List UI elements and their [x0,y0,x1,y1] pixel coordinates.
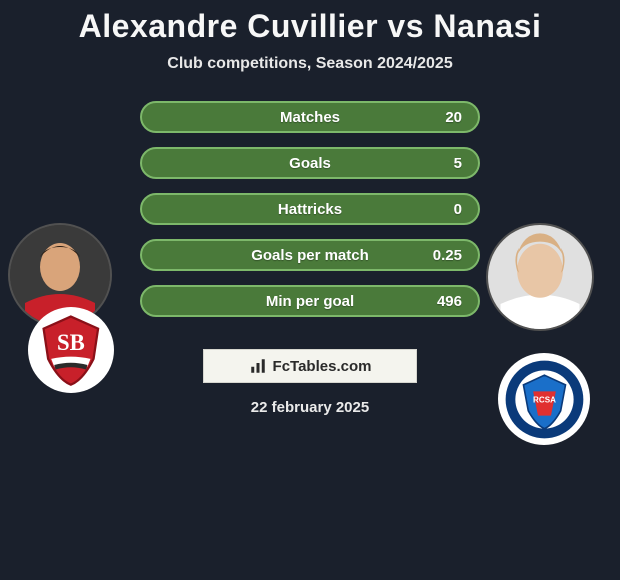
club-left-logo-svg: SB [33,312,109,388]
stat-value: 5 [454,155,462,172]
page-title: Alexandre Cuvillier vs Nanasi [0,8,620,45]
stat-label: Hattricks [278,201,342,218]
stat-value: 20 [445,109,462,126]
stat-value: 496 [437,293,462,310]
stat-row-hattricks: Hattricks 0 [140,193,480,225]
page-subtitle: Club competitions, Season 2024/2025 [0,55,620,73]
stat-row-matches: Matches 20 [140,101,480,133]
stats-infographic: Alexandre Cuvillier vs Nanasi Club compe… [0,0,620,580]
stat-label: Matches [280,109,340,126]
watermark-text: FcTables.com [273,358,372,375]
club-left-logo: SB [28,307,114,393]
watermark: FcTables.com [203,349,417,383]
club-right-logo-svg: RCSA [504,359,585,440]
stat-value: 0 [454,201,462,218]
stat-label: Goals [289,155,331,172]
stat-label: Goals per match [251,247,369,264]
player-right-avatar-svg [488,225,592,329]
stat-label: Min per goal [266,293,354,310]
player-right-avatar [486,223,594,331]
stat-rows: Matches 20 Goals 5 Hattricks 0 Goals per… [140,101,480,317]
stat-row-min-per-goal: Min per goal 496 [140,285,480,317]
stats-area: SB RCSA [0,101,620,331]
bar-chart-icon [249,357,267,375]
stat-value: 0.25 [433,247,462,264]
stat-row-goals: Goals 5 [140,147,480,179]
club-left-initials: SB [57,330,85,355]
stat-row-goals-per-match: Goals per match 0.25 [140,239,480,271]
club-right-logo: RCSA [498,353,590,445]
club-right-initials: RCSA [533,395,556,404]
